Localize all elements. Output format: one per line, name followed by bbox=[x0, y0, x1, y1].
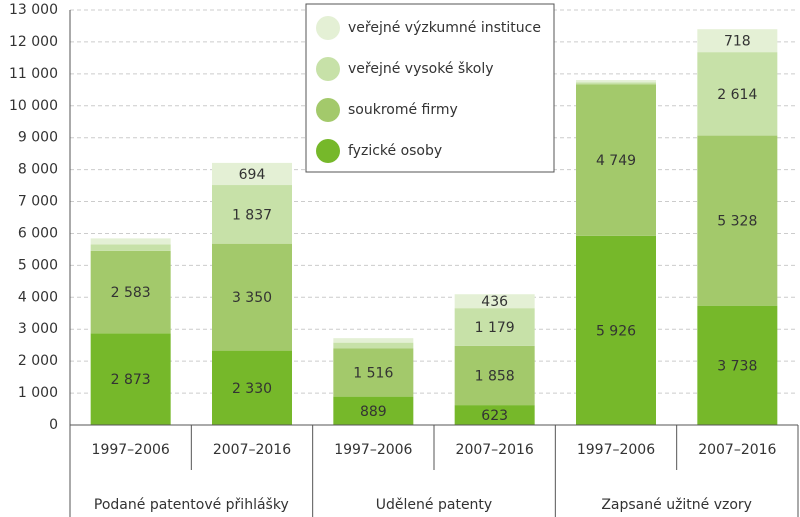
bar-segment bbox=[333, 342, 414, 349]
legend: fyzické osoby soukromé firmy veřejné vysok… bbox=[305, 3, 555, 173]
bar-segment bbox=[212, 243, 292, 351]
value-label: 4 749 bbox=[596, 153, 636, 169]
bar-segment bbox=[90, 238, 171, 245]
value-label: 1 858 bbox=[475, 368, 515, 384]
legend-label: veřejné vysoké školy bbox=[348, 61, 494, 77]
value-label: 694 bbox=[239, 167, 266, 183]
y-tick-label: 13 000 bbox=[9, 2, 58, 18]
legend-label: soukromé firmy bbox=[348, 102, 458, 118]
y-tick-label: 10 000 bbox=[9, 98, 58, 114]
bar-segment bbox=[333, 348, 414, 397]
value-label: 889 bbox=[360, 404, 387, 420]
y-tick-label: 7 000 bbox=[18, 194, 58, 210]
bar-segment bbox=[697, 52, 778, 136]
value-label: 436 bbox=[481, 294, 508, 310]
value-label: 2 614 bbox=[717, 87, 757, 103]
legend-swatch bbox=[316, 139, 340, 163]
bar-segment bbox=[212, 185, 292, 244]
bar-segment bbox=[697, 135, 778, 306]
value-label: 3 350 bbox=[232, 290, 272, 306]
y-tick-label: 2 000 bbox=[18, 353, 58, 369]
legend-swatch bbox=[316, 57, 340, 81]
legend-label: fyzické osoby bbox=[348, 143, 442, 159]
bar-segment bbox=[576, 235, 656, 425]
value-label: 2 330 bbox=[232, 381, 272, 397]
y-tick-label: 4 000 bbox=[18, 289, 58, 305]
value-label: 2 583 bbox=[111, 285, 151, 301]
y-tick-label: 6 000 bbox=[18, 225, 58, 241]
bar-segment bbox=[454, 405, 535, 425]
value-label: 1 516 bbox=[353, 365, 393, 381]
y-tick-label: 11 000 bbox=[9, 66, 58, 82]
value-label: 623 bbox=[481, 408, 508, 424]
value-label: 3 738 bbox=[717, 358, 757, 374]
group-label: Podané patentové přihlášky bbox=[94, 497, 289, 513]
y-tick-label: 1 000 bbox=[18, 385, 58, 401]
bar-segment bbox=[333, 338, 414, 343]
group-label: Zapsané užitné vzory bbox=[601, 497, 752, 513]
x-tick-label: 1997–2006 bbox=[334, 442, 412, 458]
y-tick-label: 8 000 bbox=[18, 162, 58, 178]
x-tick-label: 2007–2016 bbox=[698, 442, 776, 458]
y-tick-label: 0 bbox=[49, 417, 58, 433]
group-label: Udělené patenty bbox=[376, 497, 492, 513]
x-tick-label: 1997–2006 bbox=[92, 442, 170, 458]
y-tick-label: 3 000 bbox=[18, 321, 58, 337]
bar-segment bbox=[90, 250, 171, 334]
bar-segment bbox=[90, 333, 171, 425]
value-label: 1 179 bbox=[475, 320, 515, 336]
legend-label: veřejné výzkumné instituce bbox=[348, 20, 541, 36]
x-tick-label: 1997–2006 bbox=[577, 442, 655, 458]
bar-segment bbox=[697, 29, 778, 53]
bar-segment bbox=[333, 396, 414, 425]
x-tick-label: 2007–2016 bbox=[456, 442, 534, 458]
y-tick-label: 5 000 bbox=[18, 257, 58, 273]
legend-swatch bbox=[316, 98, 340, 122]
x-tick-label: 2007–2016 bbox=[213, 442, 291, 458]
value-label: 1 837 bbox=[232, 207, 272, 223]
legend-swatch bbox=[316, 16, 340, 40]
bar-segment bbox=[576, 80, 656, 83]
y-tick-label: 12 000 bbox=[9, 34, 58, 50]
bar-segment bbox=[576, 82, 656, 85]
legend-box bbox=[305, 3, 555, 173]
value-label: 5 926 bbox=[596, 323, 636, 339]
bar-segment bbox=[454, 308, 535, 346]
value-label: 5 328 bbox=[717, 214, 757, 230]
y-tick-label: 9 000 bbox=[18, 130, 58, 146]
bar-segment bbox=[576, 84, 656, 236]
bar-segment bbox=[212, 350, 292, 425]
bar-segment bbox=[697, 305, 778, 425]
bar-segment bbox=[90, 244, 171, 251]
bar-segment bbox=[454, 345, 535, 406]
value-label: 718 bbox=[724, 34, 751, 50]
bar-segment bbox=[212, 162, 292, 186]
bar-segment bbox=[454, 294, 535, 309]
value-label: 2 873 bbox=[111, 372, 151, 388]
